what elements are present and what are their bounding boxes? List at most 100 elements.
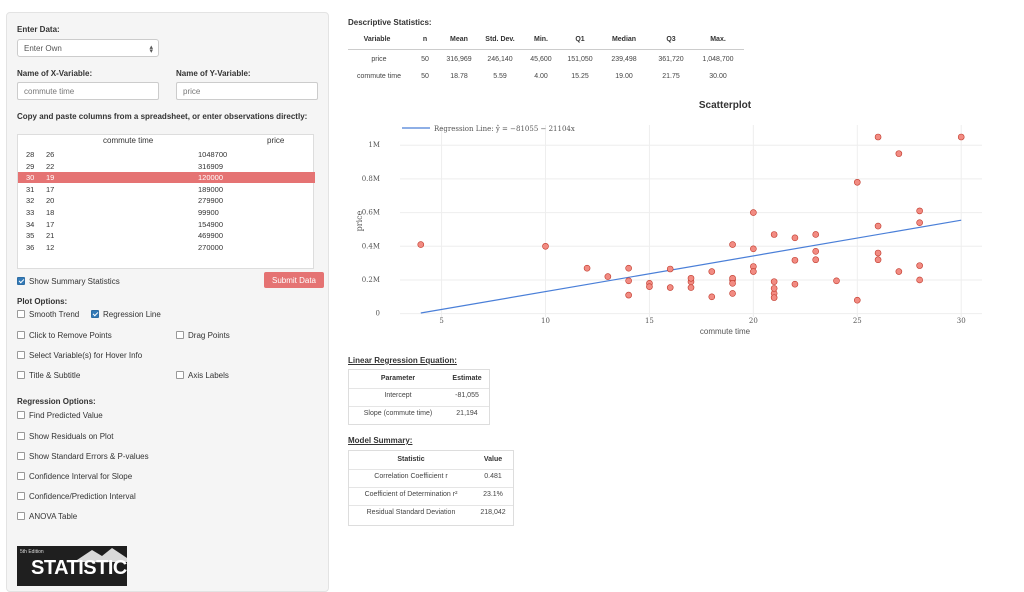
data-point[interactable] (874, 249, 882, 257)
submit-data-button[interactable]: Submit Data (264, 272, 324, 288)
data-point[interactable] (770, 278, 778, 285)
spreadsheet[interactable]: commute time price 28 26 1048700 29 22 316909… (17, 134, 315, 269)
sheet-cell-x[interactable]: 19 (46, 173, 55, 183)
desc-cell: 239,498 (611, 56, 637, 63)
y-tick-label: 0.8M (362, 175, 380, 183)
sheet-row[interactable]: 28 26 1048700 (18, 149, 315, 160)
data-point[interactable] (542, 242, 549, 250)
sheet-cell-y[interactable]: 316909 (198, 161, 224, 171)
data-point[interactable] (646, 283, 653, 290)
sheet-cell-y[interactable]: 279900 (198, 196, 224, 206)
desc-cell: 50 (421, 73, 429, 80)
sheet-cell-x[interactable]: 22 (46, 161, 55, 171)
click-remove-checkbox[interactable] (17, 331, 25, 339)
sheet-row[interactable]: 31 17 189000 (18, 184, 315, 195)
data-point[interactable] (604, 273, 612, 280)
data-point[interactable] (895, 268, 903, 275)
data-point[interactable] (770, 285, 778, 292)
sheet-cell-y[interactable]: 1048700 (198, 150, 228, 159)
sheet-cell-x[interactable]: 21 (46, 231, 55, 241)
sheet-row[interactable]: 29 22 316909 (18, 161, 315, 172)
sheet-cell-y[interactable]: 154900 (198, 219, 224, 229)
data-point[interactable] (812, 248, 820, 255)
sheet-cell-y[interactable]: 189000 (198, 184, 224, 194)
data-point[interactable] (853, 178, 861, 186)
title-subtitle-checkbox[interactable] (17, 371, 25, 379)
select-hover-checkbox[interactable] (17, 351, 25, 359)
sheet-cell-x[interactable]: 18 (46, 208, 55, 217)
data-point[interactable] (812, 256, 820, 264)
data-point[interactable] (708, 268, 716, 275)
sheet-cell-x[interactable]: 12 (46, 242, 55, 252)
data-point[interactable] (916, 207, 923, 215)
data-point[interactable] (666, 284, 674, 291)
scatterplot-chart[interactable]: Scatterplot 5 10 15 20 25 30 0 0.2M 0.4M 0.6M 0.8M 1… (340, 95, 990, 345)
data-point[interactable] (833, 277, 840, 285)
data-point[interactable] (687, 274, 695, 282)
data-point[interactable] (417, 241, 425, 248)
desc-header-cell: Min. (534, 36, 548, 43)
sheet-row[interactable]: 36 12 270000 (18, 242, 315, 253)
sheet-row[interactable]: 35 21 469900 (18, 230, 315, 241)
descriptive-title: Descriptive Statistics: (348, 18, 432, 27)
data-point[interactable] (750, 245, 757, 253)
anova-checkbox[interactable] (17, 512, 25, 520)
sheet-cell-y[interactable]: 469900 (198, 231, 224, 241)
data-point[interactable] (791, 234, 799, 242)
data-point[interactable] (916, 276, 923, 284)
data-point[interactable] (791, 280, 799, 288)
data-point[interactable] (687, 284, 695, 291)
data-point[interactable] (729, 241, 736, 248)
data-point[interactable] (874, 256, 882, 264)
data-point[interactable] (791, 256, 799, 264)
data-point[interactable] (916, 262, 923, 269)
sheet-cell-y[interactable]: 99900 (198, 208, 219, 217)
y-var-input[interactable]: price (176, 82, 318, 100)
data-point[interactable] (625, 264, 632, 272)
x-tick-label: 30 (957, 317, 966, 325)
regression-line-checkbox[interactable] (91, 310, 99, 318)
sheet-row[interactable]: 34 17 154900 (18, 219, 315, 230)
drag-points-checkbox[interactable] (176, 331, 184, 339)
data-point[interactable] (750, 268, 757, 275)
sheet-cell-x[interactable]: 17 (46, 219, 55, 229)
ci-slope-checkbox[interactable] (17, 472, 25, 480)
data-point[interactable] (625, 277, 632, 285)
data-point[interactable] (812, 231, 820, 238)
sheet-cell-y[interactable]: 120000 (198, 173, 224, 183)
data-point[interactable] (750, 209, 757, 216)
data-point[interactable] (625, 291, 632, 299)
show-residuals-checkbox[interactable] (17, 432, 25, 440)
data-point[interactable] (729, 290, 736, 297)
data-point[interactable] (583, 264, 591, 272)
data-point[interactable] (666, 265, 674, 273)
data-source-select[interactable]: Enter Own ▴ ▾ (17, 39, 159, 57)
smooth-trend-checkbox[interactable] (17, 310, 25, 318)
data-point[interactable] (957, 133, 965, 141)
sheet-cell-x[interactable]: 17 (46, 184, 55, 194)
data-point[interactable] (874, 222, 882, 230)
data-point[interactable] (874, 133, 882, 141)
ci-pred-checkbox[interactable] (17, 492, 25, 500)
sheet-cell-x[interactable]: 26 (46, 150, 55, 159)
data-point[interactable] (708, 293, 716, 301)
data-point[interactable] (770, 231, 778, 238)
data-point[interactable] (916, 219, 923, 226)
data-point[interactable] (895, 150, 903, 157)
sheet-row[interactable]: 33 18 99900 (18, 207, 315, 218)
show-se-checkbox[interactable] (17, 452, 25, 460)
data-point[interactable] (853, 296, 861, 304)
data-point[interactable] (729, 280, 736, 287)
model_summary-row-divider (349, 487, 513, 488)
descriptive-table: Variable n Mean Std. Dev. Min. Q1 Median Q3 Max.… (348, 32, 744, 86)
show-summary-checkbox[interactable] (17, 277, 25, 285)
x-var-input[interactable]: commute time (17, 82, 159, 100)
sheet-row[interactable]: 30 19 120000 (18, 172, 315, 184)
find-predicted-checkbox[interactable] (17, 411, 25, 419)
sheet-row[interactable]: 32 20 279900 (18, 195, 315, 206)
axis-labels-checkbox[interactable] (176, 371, 184, 379)
ci-pred-label: Confidence/Prediction Interval (29, 492, 136, 501)
data-point[interactable] (770, 294, 778, 301)
sheet-cell-y[interactable]: 270000 (198, 242, 224, 252)
sheet-cell-x[interactable]: 20 (46, 196, 55, 206)
